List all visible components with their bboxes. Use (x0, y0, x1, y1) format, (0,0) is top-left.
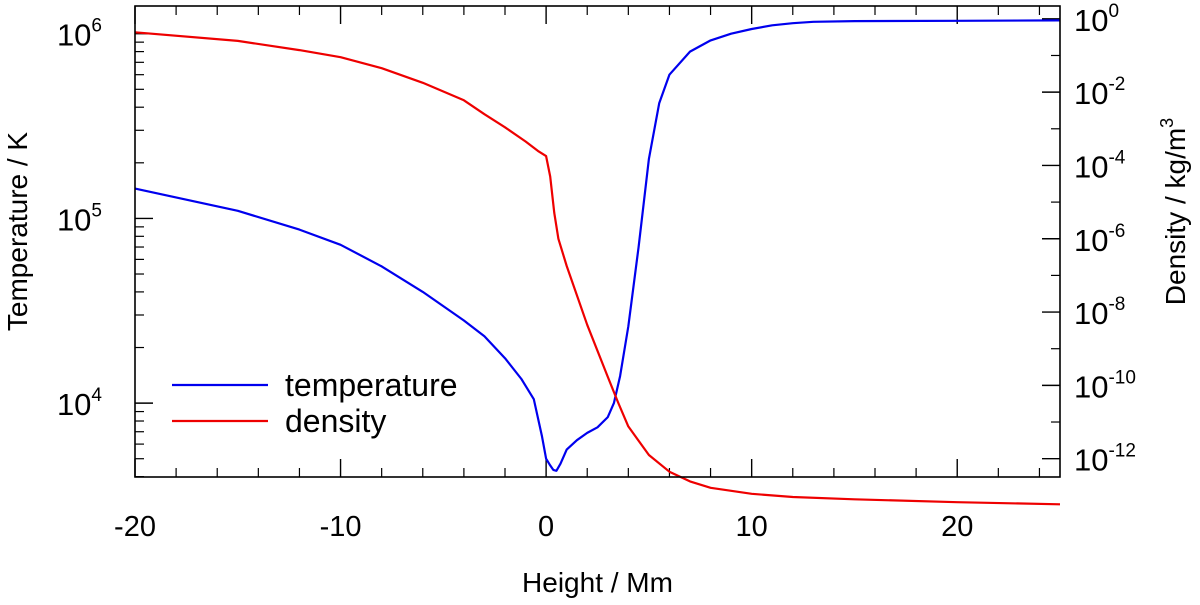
legend-label-temperature: temperature (285, 367, 458, 403)
series-layer (134, 19, 1061, 506)
label-layer: -20 -10 0 10 20 104 105 106 100 10-2 10-4 10-6 10-8 1… (57, 1, 1136, 543)
right-tick-label: 10-2 (1074, 74, 1125, 111)
right-y-axis-title: Density / kg/m3 (1157, 118, 1191, 305)
left-tick-label: 106 (57, 16, 102, 53)
right-y-axis-title-text: Density / kg/m (1160, 128, 1191, 305)
right-tick-label: 10-4 (1074, 147, 1126, 184)
right-tick-label: 10-8 (1074, 294, 1125, 331)
right-tick-label: 10-6 (1074, 221, 1125, 258)
left-tick-label: 105 (57, 200, 102, 237)
tick-layer (134, 6, 1060, 478)
plot-frame (134, 5, 1061, 478)
x-tick-label: 20 (941, 511, 973, 543)
temperature-series-line (134, 19, 1061, 472)
left-y-axis-title: Temperature / K (2, 132, 33, 332)
right-tick-label: 10-12 (1074, 441, 1136, 478)
x-tick-label: -20 (114, 511, 156, 543)
legend-label-density: density (285, 403, 386, 439)
right-tick-label: 100 (1074, 1, 1119, 38)
right-tick-label: 10-10 (1074, 367, 1136, 404)
x-tick-label: 0 (538, 511, 554, 543)
legend: temperature density (172, 367, 458, 439)
x-tick-label: 10 (736, 511, 768, 543)
x-tick-label: -10 (320, 511, 362, 543)
right-y-axis-title-superscript: 3 (1157, 118, 1177, 128)
left-tick-label: 104 (57, 385, 102, 422)
density-series-line (134, 31, 1061, 506)
x-axis-title: Height / Mm (522, 567, 673, 598)
